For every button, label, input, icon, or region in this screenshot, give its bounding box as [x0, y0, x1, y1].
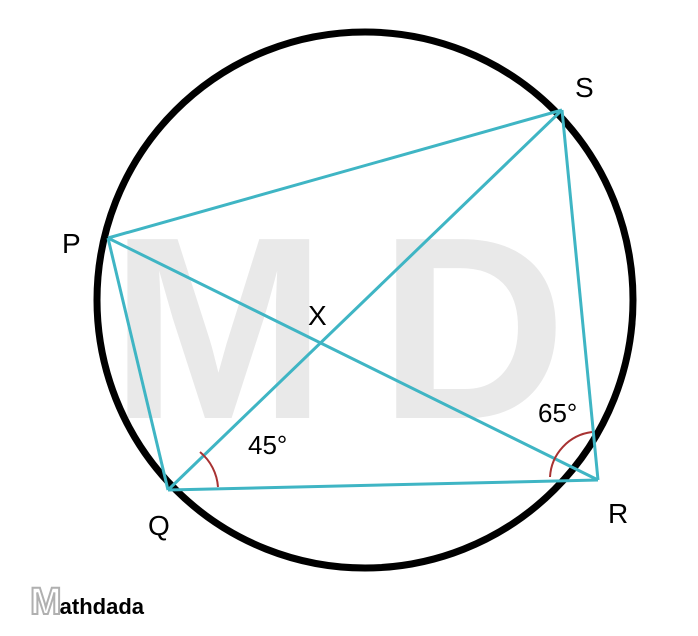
line-pr [108, 238, 598, 480]
point-label-p: P [62, 228, 81, 260]
chord-lines [108, 110, 598, 490]
point-label-q: Q [148, 510, 170, 542]
point-label-s: S [575, 72, 594, 104]
angle-label-q: 45° [248, 430, 287, 461]
line-pq [108, 238, 168, 490]
point-label-r: R [608, 498, 628, 530]
brand-m-letter: M [30, 581, 62, 624]
line-qr [168, 480, 598, 490]
angle-label-r: 65° [538, 398, 577, 429]
point-label-x: X [308, 300, 327, 332]
brand-rest-text: athdada [60, 594, 144, 620]
brand-logo: M athdada [30, 581, 144, 624]
